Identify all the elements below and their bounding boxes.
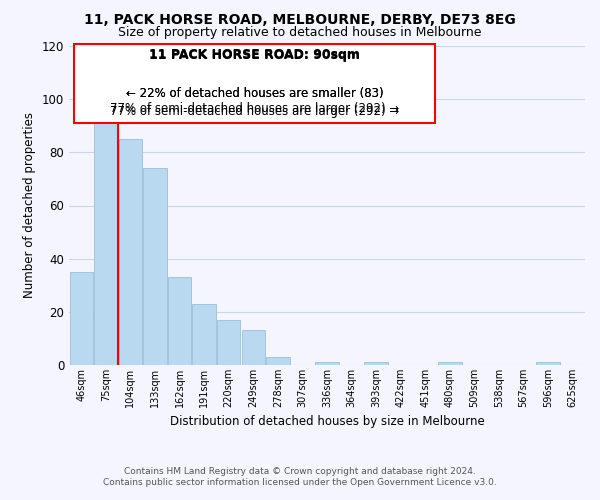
X-axis label: Distribution of detached houses by size in Melbourne: Distribution of detached houses by size … xyxy=(170,416,484,428)
Bar xyxy=(536,362,560,365)
Bar xyxy=(143,168,167,365)
Text: 11 PACK HORSE ROAD: 90sqm: 11 PACK HORSE ROAD: 90sqm xyxy=(149,49,360,62)
Bar xyxy=(70,272,93,365)
Bar xyxy=(119,139,142,365)
Bar xyxy=(217,320,241,365)
Bar xyxy=(364,362,388,365)
Bar xyxy=(316,362,338,365)
Text: 11, PACK HORSE ROAD, MELBOURNE, DERBY, DE73 8EG: 11, PACK HORSE ROAD, MELBOURNE, DERBY, D… xyxy=(84,12,516,26)
Text: Size of property relative to detached houses in Melbourne: Size of property relative to detached ho… xyxy=(118,26,482,39)
Bar xyxy=(266,357,290,365)
Bar xyxy=(438,362,461,365)
Bar xyxy=(242,330,265,365)
Text: ← 22% of detached houses are smaller (83)
77% of semi-detached houses are larger: ← 22% of detached houses are smaller (83… xyxy=(110,88,400,118)
Bar xyxy=(168,278,191,365)
Text: 11 PACK HORSE ROAD: 90sqm: 11 PACK HORSE ROAD: 90sqm xyxy=(149,48,360,60)
Text: Contains public sector information licensed under the Open Government Licence v3: Contains public sector information licen… xyxy=(103,478,497,487)
Bar xyxy=(193,304,216,365)
FancyBboxPatch shape xyxy=(74,44,436,122)
Bar xyxy=(94,123,118,365)
Text: Contains HM Land Registry data © Crown copyright and database right 2024.: Contains HM Land Registry data © Crown c… xyxy=(124,467,476,476)
Text: ← 22% of detached houses are smaller (83)
77% of semi-detached houses are larger: ← 22% of detached houses are smaller (83… xyxy=(110,88,400,116)
Y-axis label: Number of detached properties: Number of detached properties xyxy=(23,112,36,298)
